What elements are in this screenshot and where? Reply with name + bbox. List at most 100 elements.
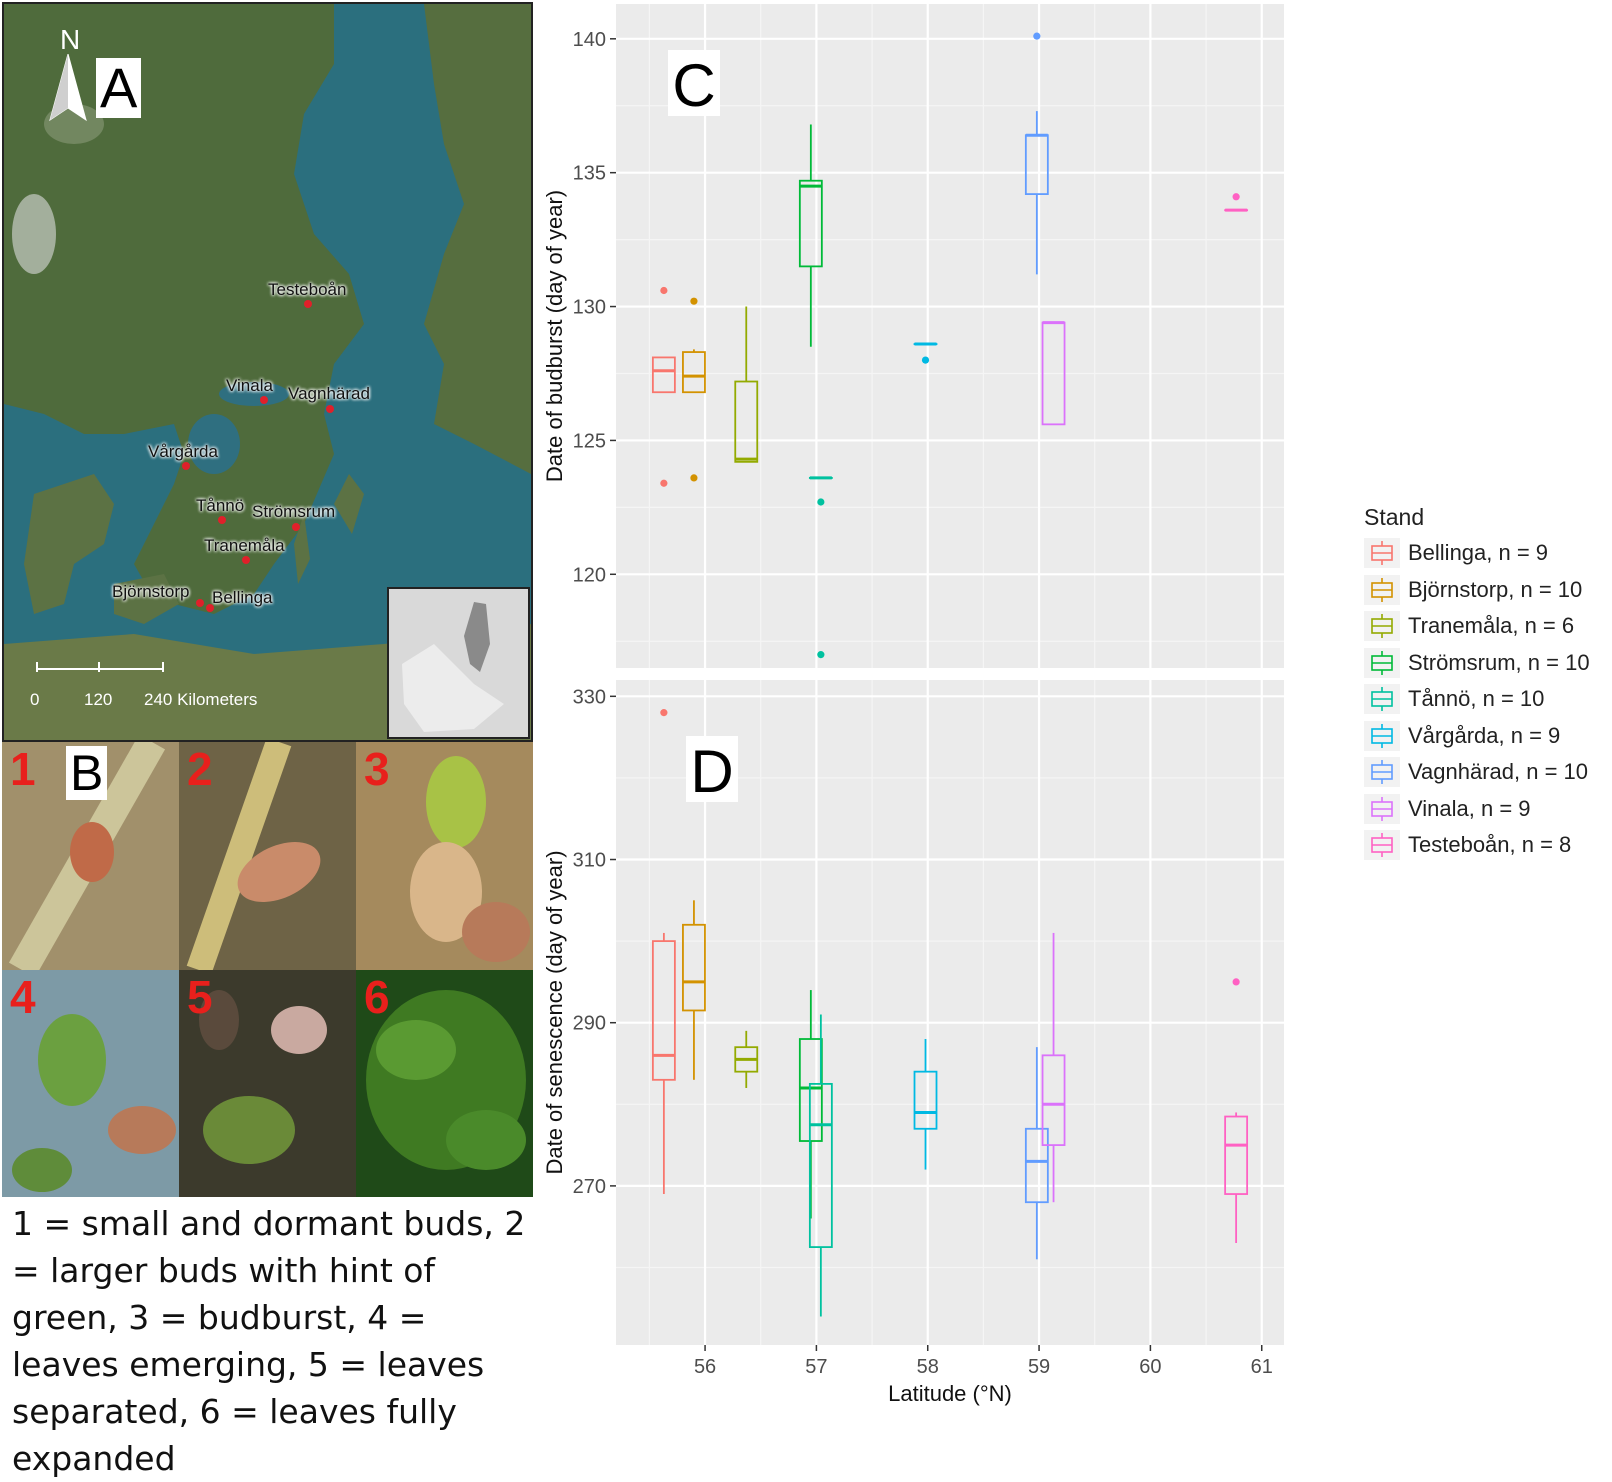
legend: Stand Bellinga, n = 9 Björnstorp, n = 10 T…	[1364, 504, 1604, 864]
north-arrow-icon	[48, 54, 88, 124]
legend-item: Björnstorp, n = 10	[1364, 572, 1604, 609]
outlier-point	[690, 474, 697, 481]
bud-stage-photos: 1 B 2 3 4 5 6	[2, 742, 533, 1197]
legend-key-icon	[1364, 721, 1400, 751]
y-tick-label: 330	[573, 686, 606, 708]
legend-key-icon	[1364, 611, 1400, 641]
site-marker	[326, 405, 334, 413]
site-label: Strömsrum	[252, 502, 335, 522]
stage-number-6: 6	[364, 974, 390, 1020]
legend-title: Stand	[1364, 504, 1604, 531]
panel-letter-b: B	[66, 746, 107, 800]
legend-label: Testeboån, n = 8	[1408, 832, 1571, 858]
site-label: Björnstorp	[112, 582, 189, 602]
legend-item: Tranemåla, n = 6	[1364, 608, 1604, 645]
scale-label-240: 240 Kilometers	[144, 690, 257, 710]
legend-key-icon	[1364, 648, 1400, 678]
stage-photo-2: 2	[179, 742, 356, 970]
y-tick-label: 120	[573, 564, 606, 586]
budburst-chart: 120 125 130 135 140 Date of budburst (day of …	[542, 4, 1284, 668]
stage-number-3: 3	[364, 746, 390, 792]
legend-key-icon	[1364, 794, 1400, 824]
x-tick-label: 58	[917, 1356, 939, 1378]
legend-key-icon	[1364, 575, 1400, 605]
outlier-point	[660, 709, 667, 716]
outlier-point	[1033, 33, 1040, 40]
x-tick-label: 59	[1028, 1356, 1050, 1378]
legend-key-icon	[1364, 538, 1400, 568]
legend-item: Bellinga, n = 9	[1364, 535, 1604, 572]
y-tick-label: 310	[573, 850, 606, 872]
legend-label: Bellinga, n = 9	[1408, 540, 1548, 566]
legend-item: Tånnö, n = 10	[1364, 681, 1604, 718]
stage-photo-3: 3	[356, 742, 533, 970]
panel-letter-a: A	[96, 58, 141, 118]
stage-number-2: 2	[187, 746, 213, 792]
outlier-point	[1233, 193, 1240, 200]
site-label: Vårgårda	[148, 442, 218, 462]
stage-photo-1: 1 B	[2, 742, 179, 970]
scale-label-0: 0	[30, 690, 39, 710]
outlier-point	[922, 356, 929, 363]
legend-items: Bellinga, n = 9 Björnstorp, n = 10 Tranemå…	[1364, 535, 1604, 864]
outlier-point	[817, 651, 824, 658]
legend-item: Vårgårda, n = 9	[1364, 718, 1604, 755]
stage-photo-4: 4	[2, 970, 179, 1197]
site-marker	[292, 523, 300, 531]
legend-item: Vagnhärad, n = 10	[1364, 754, 1604, 791]
site-label: Tranemåla	[204, 536, 285, 556]
site-label: Tånnö	[196, 496, 244, 516]
site-label: Vinala	[226, 376, 273, 396]
stage-photo-6: 6	[356, 970, 533, 1197]
legend-label: Björnstorp, n = 10	[1408, 577, 1582, 603]
site-label: Testeboån	[268, 280, 346, 300]
legend-label: Vårgårda, n = 9	[1408, 723, 1560, 749]
stage-number-5: 5	[187, 974, 213, 1020]
site-marker	[242, 556, 250, 564]
legend-label: Vinala, n = 9	[1408, 796, 1531, 822]
stage-photo-5: 5	[179, 970, 356, 1197]
legend-item: Vinala, n = 9	[1364, 791, 1604, 828]
site-marker	[218, 516, 226, 524]
y-tick-label: 140	[573, 29, 606, 51]
x-axis-title: Latitude (°N)	[888, 1381, 1012, 1406]
y-tick-label: 270	[573, 1176, 606, 1198]
site-marker	[196, 599, 204, 607]
outlier-point	[817, 498, 824, 505]
outlier-point	[1233, 978, 1240, 985]
outlier-point	[660, 480, 667, 487]
stage-caption: 1 = small and dormant buds, 2 = larger b…	[12, 1200, 532, 1482]
legend-label: Vagnhärad, n = 10	[1408, 759, 1588, 785]
y-tick-label: 125	[573, 430, 606, 452]
y-tick-label: 135	[573, 163, 606, 185]
y-tick-label: 130	[573, 297, 606, 319]
legend-key-icon	[1364, 830, 1400, 860]
panel-letter: C	[672, 52, 715, 119]
legend-item: Strömsrum, n = 10	[1364, 645, 1604, 682]
north-label: N	[60, 24, 80, 56]
site-label: Vagnhärad	[288, 384, 370, 404]
site-marker	[182, 462, 190, 470]
site-marker	[206, 604, 214, 612]
site-marker	[304, 300, 312, 308]
legend-label: Tånnö, n = 10	[1408, 686, 1544, 712]
outlier-point	[690, 298, 697, 305]
stage-number-4: 4	[10, 974, 36, 1020]
scale-bar	[36, 668, 164, 680]
stage-number-1: 1	[10, 746, 36, 792]
map-panel: N A Testeboån Vinala Vagnhärad Vårgårda Tånn…	[2, 2, 533, 742]
y-tick-label: 290	[573, 1013, 606, 1035]
x-tick-label: 60	[1139, 1356, 1161, 1378]
site-marker	[260, 396, 268, 404]
site-label: Bellinga	[212, 588, 273, 608]
legend-label: Tranemåla, n = 6	[1408, 613, 1574, 639]
panel-letter: D	[690, 738, 733, 805]
outlier-point	[660, 287, 667, 294]
x-tick-label: 57	[805, 1356, 827, 1378]
box-plots: 120 125 130 135 140 Date of budburst (day of …	[540, 0, 1360, 1452]
y-axis-title: Date of budburst (day of year)	[542, 190, 567, 482]
x-tick-label: 61	[1251, 1356, 1273, 1378]
legend-label: Strömsrum, n = 10	[1408, 650, 1590, 676]
legend-key-icon	[1364, 684, 1400, 714]
